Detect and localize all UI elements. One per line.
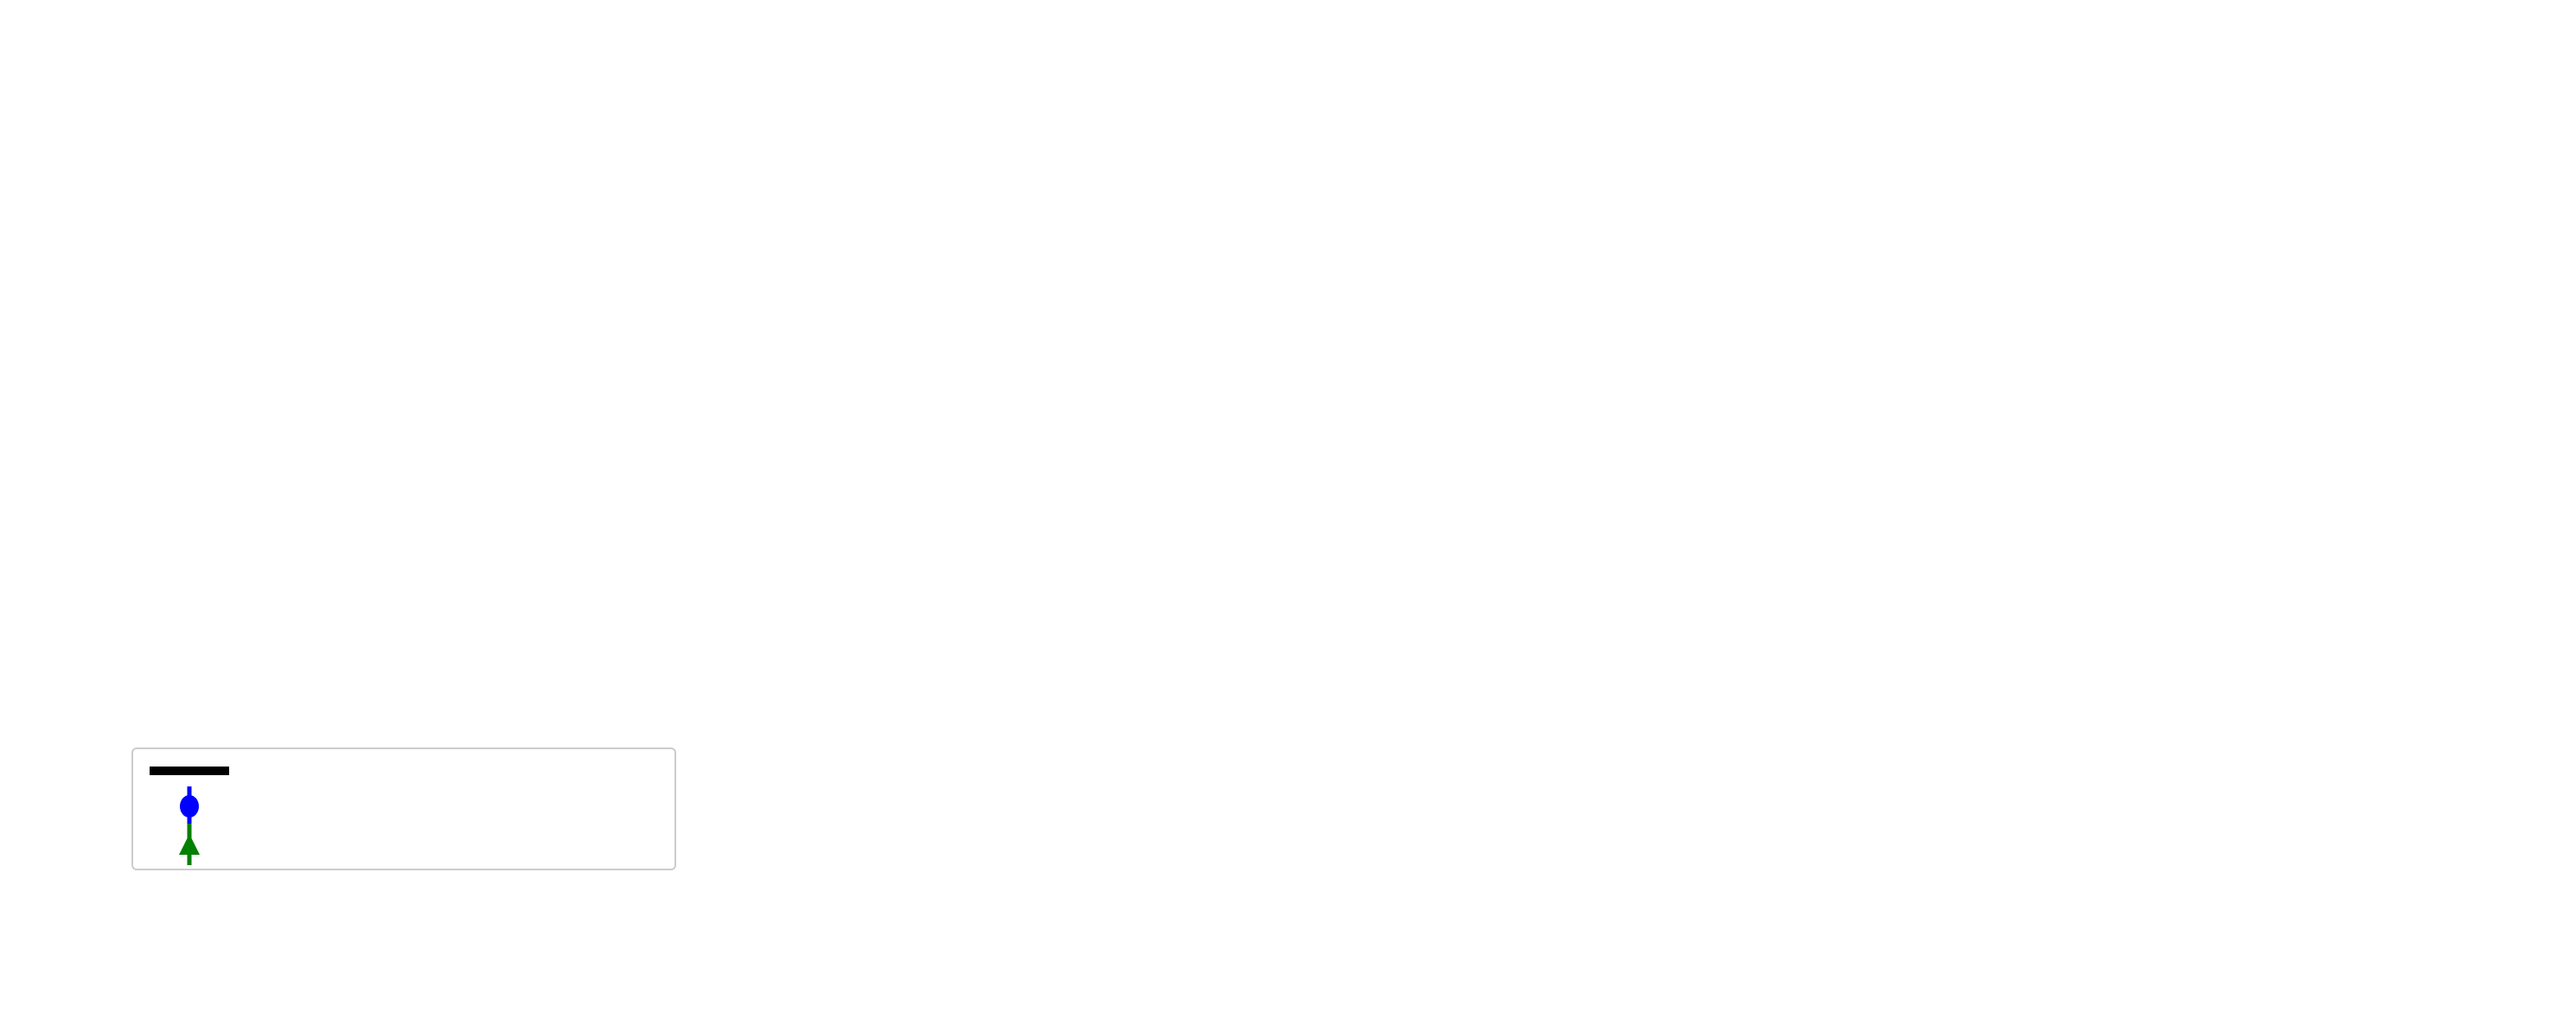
series-line-icon	[142, 767, 237, 775]
legend	[131, 747, 676, 870]
circle-errorbar-icon	[142, 784, 237, 829]
legend-item-series	[142, 754, 666, 787]
triangle-errorbar-icon	[142, 822, 237, 867]
legend-item-rignot	[142, 786, 666, 826]
legend-item-rignot-ss	[142, 824, 666, 865]
